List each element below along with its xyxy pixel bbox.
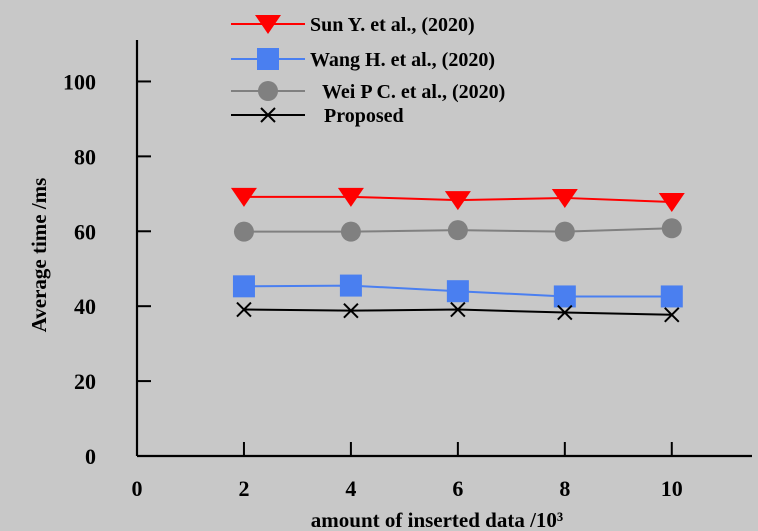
data-point-series-1-point-2: [446, 280, 469, 303]
data-point-series-3-point-1: [343, 302, 359, 319]
data-point-series-2-point-0: [233, 221, 254, 242]
legend-label-0: Sun Y. et al., (2020): [310, 14, 475, 36]
y-tick-label: 100: [63, 69, 96, 94]
data-point-series-3-point-0: [236, 301, 252, 318]
data-point-series-0-point-2: [444, 191, 471, 211]
y-tick-label: 60: [74, 219, 96, 244]
data-point-series-0-point-3: [551, 188, 578, 208]
x-axis-title: amount of inserted data /10³: [311, 508, 563, 531]
x-tick-label: 4: [345, 476, 356, 501]
data-point-series-2-point-3: [554, 221, 575, 242]
legend-marker-1: [257, 48, 279, 70]
data-point-series-2-point-1: [340, 221, 361, 242]
data-point-series-0-point-4: [658, 193, 685, 213]
legend-marker-2: [258, 81, 278, 101]
legend-label-2: Wei P C. et al., (2020): [322, 81, 505, 103]
data-point-series-3-point-2: [450, 301, 466, 318]
data-point-series-1-point-4: [660, 285, 683, 308]
data-point-series-2-point-2: [447, 220, 468, 241]
data-point-series-1-point-1: [339, 274, 362, 297]
data-point-series-3-point-4: [664, 307, 680, 323]
legend-label-1: Wang H. et al., (2020): [310, 49, 495, 71]
data-point-series-0-point-1: [337, 187, 364, 207]
y-tick-label: 0: [85, 444, 96, 469]
data-point-series-0-point-0: [230, 187, 257, 207]
y-tick-label: 80: [74, 144, 96, 169]
y-axis-title: Average time /ms: [27, 178, 51, 333]
y-tick-label: 40: [74, 294, 96, 319]
x-tick-label: 0: [132, 476, 143, 501]
legend-marker-0: [255, 15, 281, 34]
data-point-series-2-point-4: [661, 218, 682, 239]
x-tick-label: 2: [238, 476, 249, 501]
data-point-series-3-point-3: [557, 304, 573, 321]
x-tick-label: 10: [661, 476, 683, 501]
legend-label-3: Proposed: [324, 105, 404, 127]
legend-marker-3: [260, 107, 276, 123]
x-tick-label: 6: [452, 476, 463, 501]
data-point-series-1-point-3: [553, 285, 576, 308]
x-tick-label: 8: [559, 476, 570, 501]
data-point-series-1-point-0: [232, 275, 255, 298]
y-tick-label: 20: [74, 369, 96, 394]
